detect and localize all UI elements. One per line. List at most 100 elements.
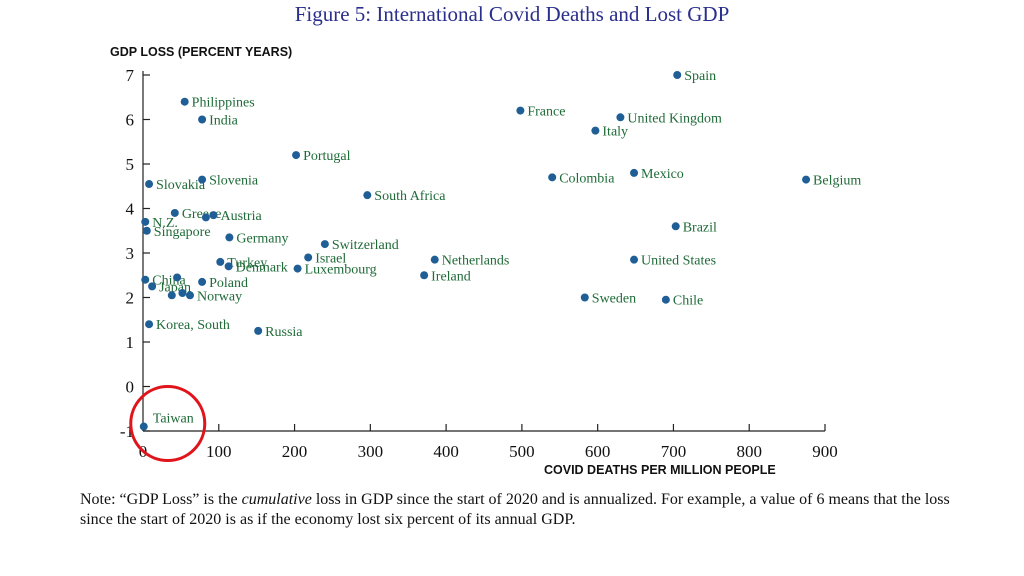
data-point [430,255,439,264]
data-point-label: Germany [236,231,288,246]
data-point-label: South Africa [374,189,446,204]
data-point-label: Philippines [192,96,255,111]
data-point [180,97,189,106]
x-tick-label: 200 [282,442,308,461]
data-point [420,271,429,280]
data-point-label: Switzerland [332,238,399,253]
data-point [630,168,639,177]
data-point-label: Mexico [641,167,684,182]
data-point [591,126,600,135]
data-point-label: Spain [684,69,716,84]
data-point [142,226,151,235]
note-text-end: loss in GDP since the start of 2020 and … [80,491,950,528]
data-point [139,422,148,431]
data-point-label: Norway [197,289,242,304]
data-point-label: Korea, South [156,318,230,333]
y-axis-label: GDP LOSS (PERCENT YEARS) [110,45,292,59]
data-point [224,262,233,271]
data-point [304,253,313,262]
data-point [173,273,182,282]
data-point-label: Israel [315,251,346,266]
data-point [292,151,301,160]
y-tick-label: 1 [126,333,135,352]
data-point-label: Denmark [236,260,288,275]
data-point [201,213,210,222]
taiwan-highlight-circle [129,385,207,463]
data-point-label: Brazil [683,220,717,235]
data-point-label: United Kingdom [627,111,722,126]
data-point-label: Luxembourg [305,263,377,278]
y-tick-label: 6 [126,111,135,130]
data-point [209,211,218,220]
data-point [630,255,639,264]
data-point-label: India [209,114,239,129]
data-point-label: Italy [602,125,628,140]
x-tick-label: 300 [358,442,384,461]
data-point [254,326,263,335]
data-point [363,191,372,200]
data-point-label: Slovakia [156,178,206,193]
data-point [616,113,625,122]
data-point [320,240,329,249]
data-point [198,115,207,124]
x-tick-label: 800 [736,442,762,461]
note-text-start: Note: “GDP Loss” is the [80,491,242,508]
x-tick-label: 700 [661,442,687,461]
x-tick-label: 400 [433,442,459,461]
figure-title: Figure 5: International Covid Deaths and… [294,2,730,26]
data-point [141,217,150,226]
data-point [216,257,225,266]
data-point [148,282,157,291]
data-point-label: Chile [673,294,703,309]
data-point [178,289,187,298]
chart-axes [142,71,825,432]
data-point [170,208,179,217]
data-point [293,264,302,273]
data-point-label: France [527,105,565,120]
data-point [661,295,670,304]
data-point [185,291,194,300]
chart-note: Note: “GDP Loss” is the cumulative loss … [80,490,950,530]
data-point [673,71,682,79]
data-point [198,175,207,184]
data-point [145,180,154,189]
data-point [671,222,680,231]
data-point [802,175,811,184]
data-point-label: Colombia [559,171,615,186]
chart-points: Spain Philippines India France United Kingdo… [139,69,861,431]
data-point [580,293,589,302]
data-point [141,275,150,284]
y-tick-label: 5 [126,155,135,174]
data-point [225,233,234,242]
data-point-label: Austria [220,209,262,224]
data-point-label: Taiwan [153,412,194,427]
data-point [516,106,525,115]
y-tick-label: 4 [126,200,135,219]
data-point-label: Poland [209,276,248,291]
x-axis-label: COVID DEATHS PER MILLION PEOPLE [544,463,776,477]
data-point-label: United States [641,254,716,269]
y-tick-label: 2 [126,289,135,308]
y-tick-label: 3 [126,244,135,263]
x-tick-label: 600 [585,442,611,461]
data-point-label: N.Z. [152,216,178,231]
x-tick-label: 500 [509,442,535,461]
data-point-label: Slovenia [209,174,259,189]
data-point-label: Singapore [154,225,211,240]
data-point-label: Ireland [431,269,471,284]
y-tick-label: 7 [126,66,135,85]
data-point-label: Russia [265,325,303,340]
data-point [198,277,207,286]
data-point-label: Sweden [592,292,636,307]
data-point [145,320,154,329]
data-point [167,291,176,300]
note-emphasis: cumulative [241,491,312,508]
x-tick-label: 900 [812,442,838,461]
data-point-label: Portugal [303,149,351,164]
data-point [548,173,557,182]
data-point-label: Netherlands [442,254,510,269]
data-point-label: Turkey [227,256,267,271]
x-tick-label: 100 [206,442,232,461]
